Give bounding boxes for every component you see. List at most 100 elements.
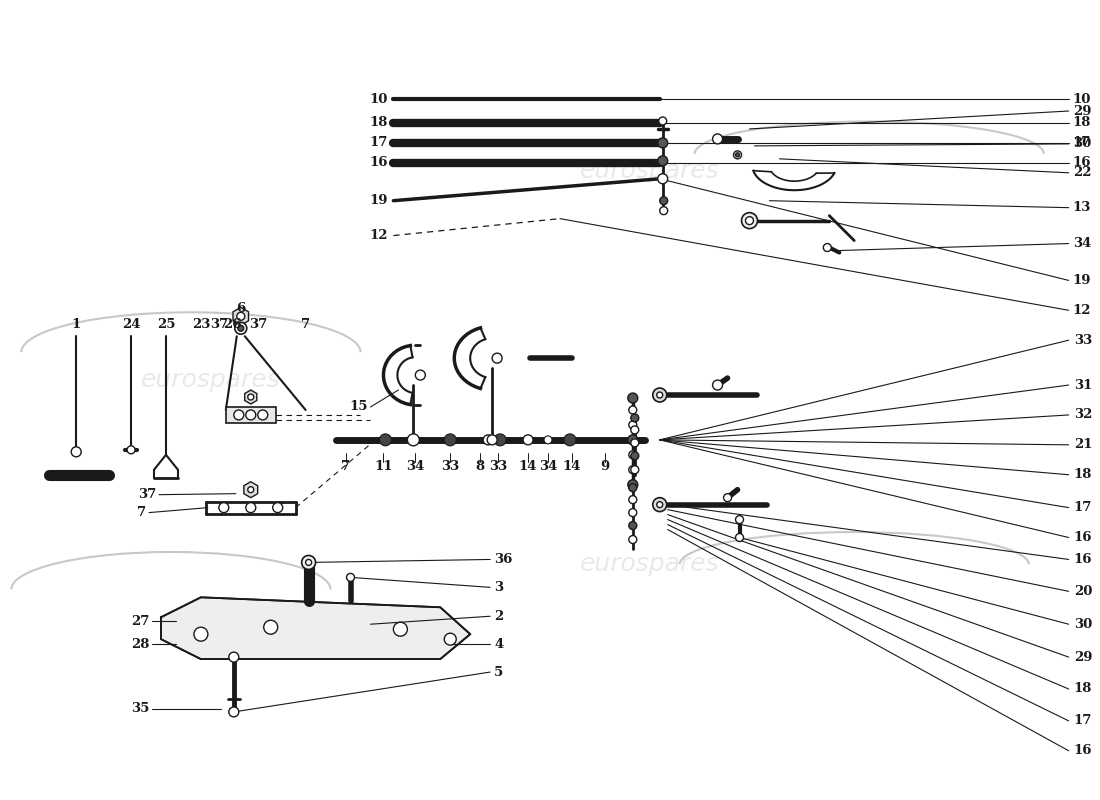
Circle shape (379, 434, 392, 446)
Text: 36: 36 (494, 553, 513, 566)
Text: 34: 34 (406, 460, 425, 474)
Circle shape (659, 117, 667, 125)
Circle shape (629, 522, 637, 530)
Text: 10: 10 (368, 93, 387, 106)
Text: 31: 31 (1074, 378, 1092, 391)
Circle shape (629, 451, 637, 458)
Text: 18: 18 (1074, 682, 1092, 695)
Text: 10: 10 (1072, 93, 1091, 106)
Circle shape (407, 434, 419, 446)
Text: 18: 18 (368, 117, 387, 130)
Text: 17: 17 (368, 136, 387, 150)
Text: 14: 14 (563, 460, 581, 474)
Circle shape (219, 502, 229, 513)
Polygon shape (161, 598, 470, 659)
Circle shape (658, 174, 668, 184)
Text: 2: 2 (494, 610, 504, 622)
Circle shape (630, 466, 639, 474)
Polygon shape (226, 407, 276, 423)
Circle shape (544, 436, 552, 444)
Circle shape (741, 213, 758, 229)
Circle shape (346, 574, 354, 582)
Text: 1: 1 (72, 318, 80, 330)
Text: 29: 29 (1072, 105, 1091, 118)
Circle shape (236, 312, 245, 320)
Circle shape (238, 326, 244, 331)
Circle shape (416, 370, 426, 380)
Circle shape (248, 486, 254, 493)
Circle shape (724, 494, 732, 502)
Circle shape (652, 498, 667, 512)
Text: 8: 8 (475, 460, 485, 474)
Circle shape (487, 435, 497, 445)
Text: 29: 29 (1074, 650, 1092, 664)
Circle shape (301, 555, 316, 570)
Circle shape (494, 434, 506, 446)
Circle shape (629, 509, 637, 517)
Text: eurospares: eurospares (580, 553, 719, 577)
Text: 13: 13 (1072, 201, 1091, 214)
Circle shape (629, 406, 637, 414)
Circle shape (273, 502, 283, 513)
Text: 19: 19 (1072, 274, 1091, 287)
Circle shape (492, 353, 502, 363)
Circle shape (264, 620, 277, 634)
Text: 4: 4 (494, 638, 504, 650)
Text: 26: 26 (223, 318, 242, 330)
Circle shape (629, 421, 637, 429)
Circle shape (128, 446, 135, 454)
Circle shape (630, 439, 639, 447)
Text: 22: 22 (1072, 166, 1091, 179)
Circle shape (564, 434, 576, 446)
Text: 3: 3 (494, 581, 504, 594)
Text: 21: 21 (1074, 438, 1092, 451)
Circle shape (734, 151, 741, 159)
Polygon shape (233, 307, 249, 326)
Text: 25: 25 (156, 318, 175, 330)
Text: 12: 12 (368, 229, 387, 242)
Circle shape (628, 480, 638, 490)
Text: 5: 5 (494, 666, 504, 678)
Circle shape (444, 633, 456, 645)
Circle shape (444, 434, 456, 446)
Text: 34: 34 (1072, 237, 1091, 250)
Circle shape (194, 627, 208, 641)
Circle shape (234, 410, 244, 420)
Text: 34: 34 (539, 460, 558, 474)
Text: 12: 12 (1072, 304, 1091, 317)
Circle shape (411, 436, 419, 444)
Circle shape (629, 466, 637, 474)
Polygon shape (244, 390, 256, 404)
Text: 32: 32 (1074, 409, 1092, 422)
Circle shape (658, 138, 668, 148)
Text: 15: 15 (349, 401, 367, 414)
Polygon shape (244, 482, 257, 498)
Circle shape (629, 484, 637, 492)
Text: 18: 18 (1074, 468, 1092, 482)
Text: 16: 16 (1074, 744, 1092, 758)
Text: 17: 17 (1072, 136, 1091, 150)
Circle shape (229, 652, 239, 662)
Circle shape (823, 243, 832, 251)
Text: 23: 23 (191, 318, 210, 330)
Circle shape (713, 380, 723, 390)
Text: 7: 7 (341, 460, 350, 474)
Circle shape (629, 496, 637, 504)
Text: 33: 33 (1074, 334, 1092, 346)
Text: 33: 33 (490, 460, 507, 474)
Text: 30: 30 (1072, 138, 1091, 150)
Text: 24: 24 (122, 318, 141, 330)
Text: 37: 37 (138, 488, 156, 501)
Text: 14: 14 (519, 460, 537, 474)
Text: 16: 16 (368, 156, 387, 170)
Text: 16: 16 (1074, 531, 1092, 544)
Circle shape (394, 622, 407, 636)
Circle shape (630, 452, 639, 460)
Circle shape (629, 535, 637, 543)
Text: 37: 37 (210, 318, 228, 330)
Text: 19: 19 (368, 194, 387, 207)
Text: 11: 11 (374, 460, 393, 474)
Text: 28: 28 (131, 638, 149, 650)
Circle shape (229, 707, 239, 717)
Circle shape (630, 426, 639, 434)
